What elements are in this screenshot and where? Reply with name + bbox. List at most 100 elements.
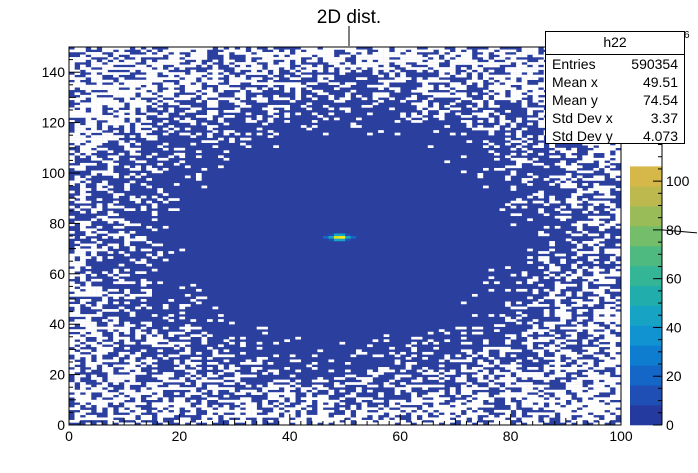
empty-bin: [532, 397, 539, 400]
empty-bin: [400, 72, 406, 75]
empty-bin: [102, 147, 108, 151]
empty-bin: [549, 389, 555, 393]
empty-bin: [240, 64, 246, 68]
empty-bin: [74, 311, 81, 315]
empty-bin: [416, 49, 423, 53]
empty-bin: [494, 419, 500, 423]
empty-bin: [444, 419, 451, 423]
empty-bin: [229, 110, 235, 113]
empty-bin: [135, 236, 141, 239]
empty-bin: [240, 397, 246, 400]
empty-bin: [527, 135, 533, 138]
empty-bin: [256, 409, 263, 413]
empty-bin: [510, 273, 517, 277]
empty-bin: [162, 326, 169, 330]
empty-bin: [234, 82, 241, 85]
empty-bin: [571, 369, 578, 373]
empty-bin: [179, 49, 186, 53]
empty-bin: [96, 79, 103, 83]
empty-bin: [565, 397, 572, 400]
empty-bin: [499, 117, 506, 121]
empty-bin: [124, 367, 130, 370]
empty-bin: [350, 374, 357, 378]
empty-bin: [151, 364, 158, 368]
empty-bin: [389, 412, 395, 416]
empty-bin: [609, 414, 616, 418]
empty-bin: [129, 180, 136, 184]
empty-bin: [85, 104, 92, 108]
empty-bin: [124, 183, 130, 186]
empty-bin: [411, 379, 417, 383]
empty-bin: [69, 160, 75, 164]
empty-bin: [416, 67, 423, 70]
empty-bin: [554, 351, 561, 355]
empty-bin: [438, 59, 445, 63]
empty-bin: [532, 301, 539, 305]
empty-bin: [565, 238, 572, 242]
empty-bin: [157, 145, 164, 148]
empty-bin: [262, 107, 268, 111]
empty-bin: [317, 409, 324, 413]
empty-bin: [604, 304, 611, 307]
empty-bin: [184, 132, 191, 136]
empty-bin: [510, 336, 517, 340]
empty-bin: [195, 379, 202, 383]
empty-bin: [251, 79, 257, 83]
empty-bin: [113, 82, 119, 85]
empty-bin: [306, 102, 313, 106]
empty-bin: [146, 291, 152, 295]
empty-bin: [284, 389, 290, 393]
empty-bin: [234, 409, 241, 413]
empty-bin: [267, 384, 274, 388]
empty-bin: [162, 49, 169, 53]
empty-bin: [582, 160, 589, 164]
empty-bin: [505, 74, 511, 78]
empty-bin: [471, 399, 478, 403]
empty-bin: [499, 89, 506, 93]
empty-bin: [317, 384, 324, 388]
empty-bin: [91, 155, 97, 159]
empty-bin: [587, 351, 594, 355]
empty-bin: [212, 389, 219, 393]
empty-bin: [151, 94, 158, 98]
empty-bin: [543, 369, 550, 373]
empty-bin: [157, 354, 164, 358]
empty-bin: [422, 62, 428, 65]
empty-bin: [554, 283, 561, 287]
empty-bin: [124, 402, 130, 406]
empty-bin: [267, 419, 274, 423]
empty-bin: [549, 243, 555, 247]
empty-bin: [69, 394, 75, 398]
empty-bin: [212, 349, 219, 353]
empty-bin: [593, 150, 600, 154]
empty-bin: [488, 382, 495, 385]
empty-bin: [593, 379, 600, 383]
empty-bin: [102, 117, 108, 121]
empty-bin: [609, 326, 616, 330]
empty-bin: [229, 49, 235, 53]
empty-bin: [587, 394, 594, 398]
empty-bin: [69, 263, 75, 267]
empty-bin: [184, 127, 191, 131]
empty-bin: [135, 59, 141, 63]
empty-bin: [273, 52, 279, 55]
empty-bin: [505, 304, 511, 307]
empty-bin: [433, 62, 440, 65]
colorbar-swatch: [630, 384, 662, 406]
empty-bin: [201, 122, 208, 126]
empty-bin: [427, 107, 434, 111]
empty-bin: [284, 62, 290, 65]
empty-bin: [389, 67, 395, 70]
empty-bin: [345, 374, 351, 378]
empty-bin: [173, 397, 180, 400]
empty-bin: [195, 382, 202, 385]
empty-bin: [273, 145, 279, 148]
empty-bin: [609, 417, 616, 421]
empty-bin: [80, 188, 86, 191]
peak-cluster: [322, 233, 357, 242]
empty-bin: [499, 379, 506, 383]
empty-bin: [124, 59, 130, 63]
empty-bin: [218, 165, 224, 169]
empty-bin: [356, 351, 362, 355]
empty-bin: [212, 112, 219, 116]
